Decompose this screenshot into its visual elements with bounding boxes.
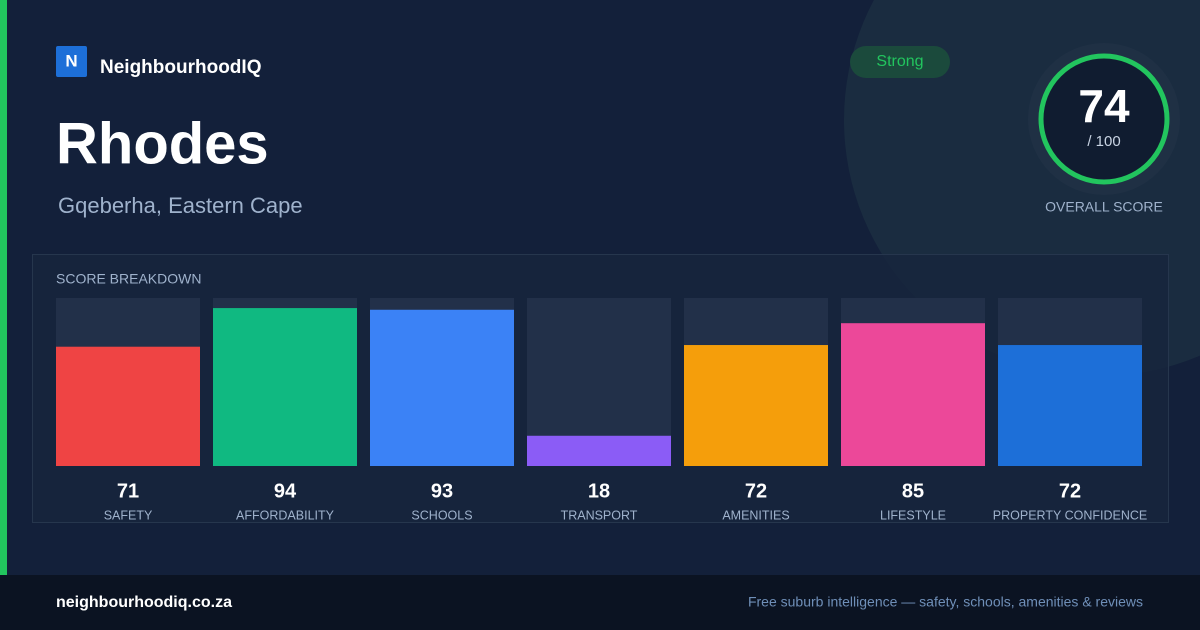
logo-letter: N xyxy=(65,51,77,70)
value-label: 72 xyxy=(1059,480,1081,502)
bar xyxy=(841,323,985,466)
category-label: SCHOOLS xyxy=(411,508,472,522)
value-label: 71 xyxy=(117,480,139,502)
location: Gqeberha, Eastern Cape xyxy=(58,193,303,218)
footer xyxy=(0,575,1200,630)
bar xyxy=(213,308,357,466)
overall-score-max: / 100 xyxy=(1087,133,1120,150)
value-label: 94 xyxy=(274,480,297,502)
badge-label: Strong xyxy=(876,53,923,70)
bar xyxy=(998,345,1142,466)
category-label: LIFESTYLE xyxy=(880,508,946,522)
footer-tagline: Free suburb intelligence — safety, schoo… xyxy=(748,594,1143,610)
overall-score-label: OVERALL SCORE xyxy=(1045,199,1163,215)
footer-url: neighbourhoodiq.co.za xyxy=(56,594,232,611)
value-label: 72 xyxy=(745,480,767,502)
category-label: PROPERTY CONFIDENCE xyxy=(993,508,1147,522)
bar xyxy=(56,346,200,466)
bar xyxy=(684,345,828,466)
overall-score: 74 xyxy=(1078,80,1130,132)
brand-name: NeighbourhoodIQ xyxy=(100,57,261,78)
category-label: AMENITIES xyxy=(722,508,789,522)
chart-title: SCORE BREAKDOWN xyxy=(56,271,201,287)
gauge-ring xyxy=(1038,53,1170,185)
badge xyxy=(850,46,950,78)
suburb: Rhodes xyxy=(56,111,269,176)
value-label: 85 xyxy=(902,480,924,502)
value-label: 93 xyxy=(431,480,453,502)
logo xyxy=(56,46,87,77)
bar xyxy=(527,435,671,466)
category-label: TRANSPORT xyxy=(561,508,638,522)
category-label: SAFETY xyxy=(104,508,153,522)
bar xyxy=(370,309,514,466)
category-label: AFFORDABILITY xyxy=(236,508,335,522)
accent-stripe xyxy=(0,0,7,575)
value-label: 18 xyxy=(588,480,610,502)
